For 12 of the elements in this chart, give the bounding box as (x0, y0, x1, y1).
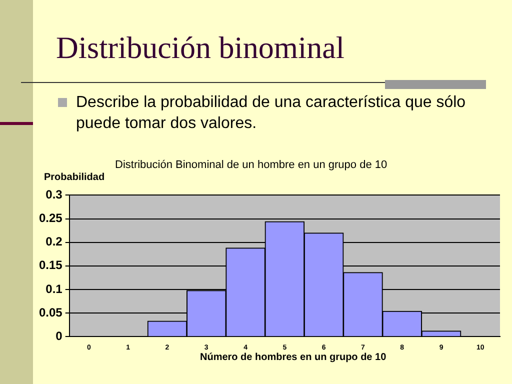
x-axis-title: Número de hombres en un grupo de 10 (200, 352, 386, 363)
y-tick-label: 0.2 (46, 234, 63, 249)
y-tick-label: 0.05 (38, 305, 63, 320)
chart-subtitle: Describe la probabilidad de una característica que sólo puede tomar dos valores. (76, 93, 467, 134)
y-axis-title: Probabilidad (44, 172, 105, 183)
text: Distribución Binominal de un hombre en un grupo de 10 (115, 159, 388, 171)
y-tick-label: 0.25 (38, 211, 63, 226)
y-tick-label: 0 (56, 328, 63, 343)
chart-title: Distribución binominal (56, 30, 344, 66)
y-tick-label: 0.15 (38, 258, 63, 272)
y-tick-label: 0.3 (46, 188, 63, 202)
y-tick-label: 0.1 (46, 282, 63, 296)
